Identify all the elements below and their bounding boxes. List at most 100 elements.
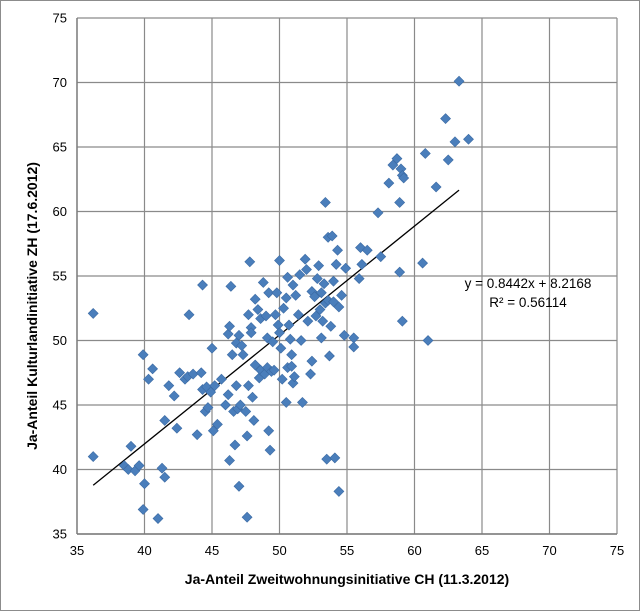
data-point — [183, 309, 195, 321]
data-point — [229, 439, 241, 451]
data-point — [159, 471, 171, 483]
data-point — [453, 75, 465, 87]
data-point — [243, 309, 254, 321]
x-tick-label: 65 — [475, 543, 489, 558]
data-point — [271, 287, 283, 299]
x-tick-label: 60 — [407, 543, 421, 558]
x-tick-label: 75 — [610, 543, 624, 558]
data-point — [270, 309, 281, 321]
x-axis-title: Ja-Anteil Zweitwohnungsinitiative CH (11… — [185, 571, 509, 587]
data-point — [442, 154, 454, 166]
data-point — [398, 172, 410, 184]
data-point — [314, 304, 326, 315]
data-point — [230, 380, 242, 392]
data-points — [87, 75, 474, 524]
data-point — [394, 266, 406, 278]
data-point — [313, 260, 325, 272]
data-point — [197, 279, 208, 291]
y-tick-label: 55 — [53, 269, 67, 284]
data-point — [171, 422, 183, 434]
x-tick-label: 50 — [272, 543, 286, 558]
data-point — [267, 336, 279, 348]
data-point — [156, 462, 168, 474]
data-point — [276, 373, 288, 385]
data-point — [152, 513, 164, 524]
data-point — [191, 429, 203, 441]
data-point — [329, 452, 341, 464]
data-point — [294, 269, 306, 281]
data-point — [330, 258, 342, 270]
data-point — [249, 293, 261, 305]
data-point — [310, 310, 322, 322]
data-point — [333, 486, 345, 497]
data-point — [263, 425, 275, 437]
data-point — [328, 275, 339, 287]
x-tick-label: 40 — [137, 543, 151, 558]
y-tick-label: 65 — [53, 140, 67, 155]
y-tick-label: 45 — [53, 398, 67, 413]
data-point — [268, 364, 280, 376]
data-point — [319, 197, 331, 208]
data-point — [216, 373, 227, 385]
data-point — [282, 271, 294, 283]
data-point — [422, 335, 434, 346]
data-point — [288, 371, 300, 383]
data-point — [133, 460, 145, 472]
gridlines — [76, 17, 618, 535]
data-point — [283, 319, 295, 331]
data-point — [278, 302, 289, 314]
data-point — [87, 451, 99, 463]
data-point — [225, 280, 237, 292]
y-tick-label: 70 — [53, 75, 67, 90]
data-point — [241, 511, 253, 523]
data-point — [206, 342, 218, 354]
data-point — [383, 177, 395, 189]
trendline — [92, 189, 460, 486]
data-point — [396, 315, 408, 327]
data-point — [295, 335, 307, 346]
data-point — [211, 418, 223, 430]
data-point — [244, 256, 256, 268]
data-point — [321, 453, 333, 465]
data-point — [338, 329, 350, 341]
data-point — [387, 159, 399, 171]
data-point — [301, 264, 312, 275]
data-point — [430, 181, 442, 193]
data-point — [137, 349, 149, 361]
data-point — [317, 315, 329, 327]
data-point — [264, 444, 276, 456]
data-point — [325, 320, 337, 332]
data-point — [318, 278, 330, 290]
y-tick-label: 35 — [53, 527, 67, 542]
data-point — [243, 380, 254, 392]
y-tick-label: 75 — [53, 11, 67, 26]
data-point — [205, 386, 217, 398]
data-point — [209, 380, 221, 392]
data-point — [375, 251, 387, 263]
data-point — [280, 396, 292, 408]
data-point — [391, 153, 403, 165]
data-point — [247, 391, 258, 403]
x-tick-labels: 35 40 45 50 55 60 65 70 75 — [70, 543, 624, 558]
data-point — [168, 390, 180, 402]
data-point — [159, 415, 171, 426]
x-tick-label: 70 — [542, 543, 556, 558]
data-point — [348, 341, 360, 353]
data-point — [305, 368, 316, 380]
data-point — [297, 396, 308, 408]
data-point — [233, 329, 245, 341]
data-point — [174, 367, 186, 379]
data-point — [306, 355, 318, 367]
data-point — [299, 253, 311, 265]
data-point — [87, 307, 99, 319]
data-point — [324, 350, 335, 362]
data-point — [394, 197, 406, 208]
y-tick-label: 60 — [53, 204, 67, 219]
data-point — [280, 292, 292, 304]
data-point — [328, 296, 339, 308]
data-point — [286, 360, 298, 372]
data-point — [224, 455, 235, 466]
y-tick-labels: 35 40 45 50 55 60 65 70 75 — [53, 11, 67, 542]
data-point — [163, 380, 175, 392]
